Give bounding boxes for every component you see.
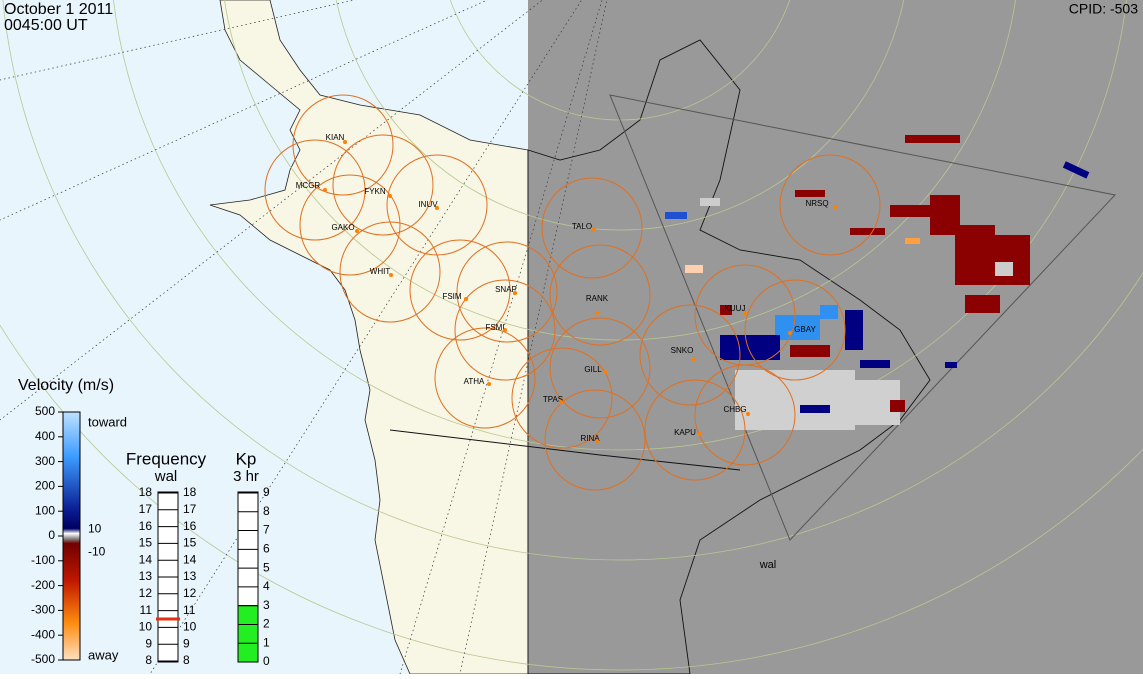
- velocity-tick-label: 0: [48, 528, 55, 542]
- station-label: GILL: [584, 365, 602, 374]
- kp-tick-label: 1: [263, 635, 270, 649]
- date: October 1 2011: [4, 1, 113, 18]
- toward-label: toward: [88, 414, 127, 429]
- frequency-tick-label: 16: [183, 519, 197, 533]
- kp-fill: [237, 605, 259, 663]
- velocity-inner-tick-label: 10: [88, 522, 102, 536]
- frequency-tick-label: 13: [139, 569, 153, 583]
- station-label: GBAY: [794, 325, 816, 334]
- station-label: CHBG: [723, 405, 746, 414]
- frequency-tick-label: 18: [183, 485, 197, 499]
- frequency-tick-label: 11: [140, 603, 153, 617]
- kp-tick-label: 9: [263, 485, 270, 499]
- frequency-tick-label: 18: [139, 485, 153, 499]
- frequency-tick-label: 9: [183, 636, 190, 650]
- velocity-tick-label: -500: [31, 652, 55, 666]
- frequency-tick-label: 14: [139, 552, 153, 566]
- velocity-colorbar: [62, 411, 81, 661]
- night-side: [528, 0, 1143, 674]
- radar-label: wal: [759, 559, 777, 571]
- station-label: FSIM: [442, 292, 461, 301]
- velocity-tick-label: -400: [31, 627, 55, 641]
- station-label: NRSQ: [805, 199, 828, 208]
- frequency-tick-label: 16: [139, 519, 153, 533]
- frequency-title: Frequency: [126, 449, 207, 468]
- velocity-title: Velocity (m/s): [18, 377, 114, 394]
- frequency-tick-label: 15: [139, 536, 153, 550]
- frequency-tick-label: 17: [183, 502, 197, 516]
- station-label: INUV: [418, 200, 438, 209]
- land: [209, 0, 528, 674]
- away-label: away: [88, 647, 119, 662]
- station-label: KUUJ: [725, 304, 746, 313]
- station-label: WHIT: [370, 267, 391, 276]
- coast-night: [527, 39, 931, 675]
- frequency-tick-label: 9: [145, 636, 152, 650]
- frequency-tick-label: 14: [183, 552, 197, 566]
- station-label: ATHA: [464, 377, 485, 386]
- frequency-radar: wal: [154, 468, 178, 485]
- kp-tick-label: 7: [263, 523, 270, 537]
- velocity-tick-label: -100: [31, 553, 55, 567]
- station-label: KAPU: [674, 428, 696, 437]
- frequency-tick-label: 11: [183, 603, 196, 617]
- kp-subtitle: 3 hr: [233, 468, 259, 485]
- station-label: RANK: [586, 294, 609, 303]
- velocity-tick-label: 400: [35, 429, 55, 443]
- radar-circles: [264, 94, 881, 491]
- kp-tick-label: 8: [263, 504, 270, 518]
- velocity-tick-label: 100: [35, 503, 55, 517]
- frequency-tick-label: 13: [183, 569, 197, 583]
- station-label: KIAN: [326, 133, 345, 142]
- frequency-tick-label: 12: [139, 586, 153, 600]
- station-label: RINA: [580, 434, 600, 443]
- velocity-tick-label: 300: [35, 454, 55, 468]
- cpid: CPID: -503: [1069, 1, 1138, 17]
- kp-tick-label: 0: [263, 654, 270, 668]
- station-dots: [323, 140, 837, 443]
- station-label: GAKO: [331, 223, 354, 232]
- kp-tick-label: 2: [263, 617, 270, 631]
- station-labels: KIAN MCGR FYKN GAKO INUV WHIT FSIM SNAP …: [296, 133, 829, 571]
- kp-tick-label: 6: [263, 542, 270, 556]
- station-label: SNAP: [495, 285, 517, 294]
- velocity-inner-tick-label: -10: [88, 545, 106, 559]
- kp-tick-label: 5: [263, 560, 270, 574]
- station-label: MCGR: [296, 181, 321, 190]
- station-label: FYKN: [364, 187, 386, 196]
- frequency-tick-label: 8: [183, 653, 190, 667]
- frequency-tick-label: 15: [183, 536, 197, 550]
- frequency-tick-label: 17: [139, 502, 153, 516]
- frequency-tick-label: 8: [145, 653, 152, 667]
- radar-cells: [665, 135, 1090, 430]
- velocity-tick-label: -300: [31, 603, 55, 617]
- frequency-tick-label: 10: [183, 620, 197, 634]
- velocity-tick-label: 200: [35, 479, 55, 493]
- station-label: TALO: [572, 222, 592, 231]
- station-label: TPAS: [543, 395, 563, 404]
- border: [389, 429, 741, 471]
- frequency-tick-label: 12: [183, 586, 197, 600]
- velocity-tick-label: 500: [35, 404, 55, 418]
- kp-tick-label: 3: [263, 598, 270, 612]
- frequency-tick-label: 10: [139, 620, 153, 634]
- station-label: FSMI: [485, 323, 504, 332]
- kp-title: Kp: [236, 449, 257, 468]
- kp-tick-label: 4: [263, 579, 270, 593]
- station-label: SNKO: [671, 346, 694, 355]
- time: 0045:00 UT: [4, 17, 88, 34]
- velocity-tick-label: -200: [31, 578, 55, 592]
